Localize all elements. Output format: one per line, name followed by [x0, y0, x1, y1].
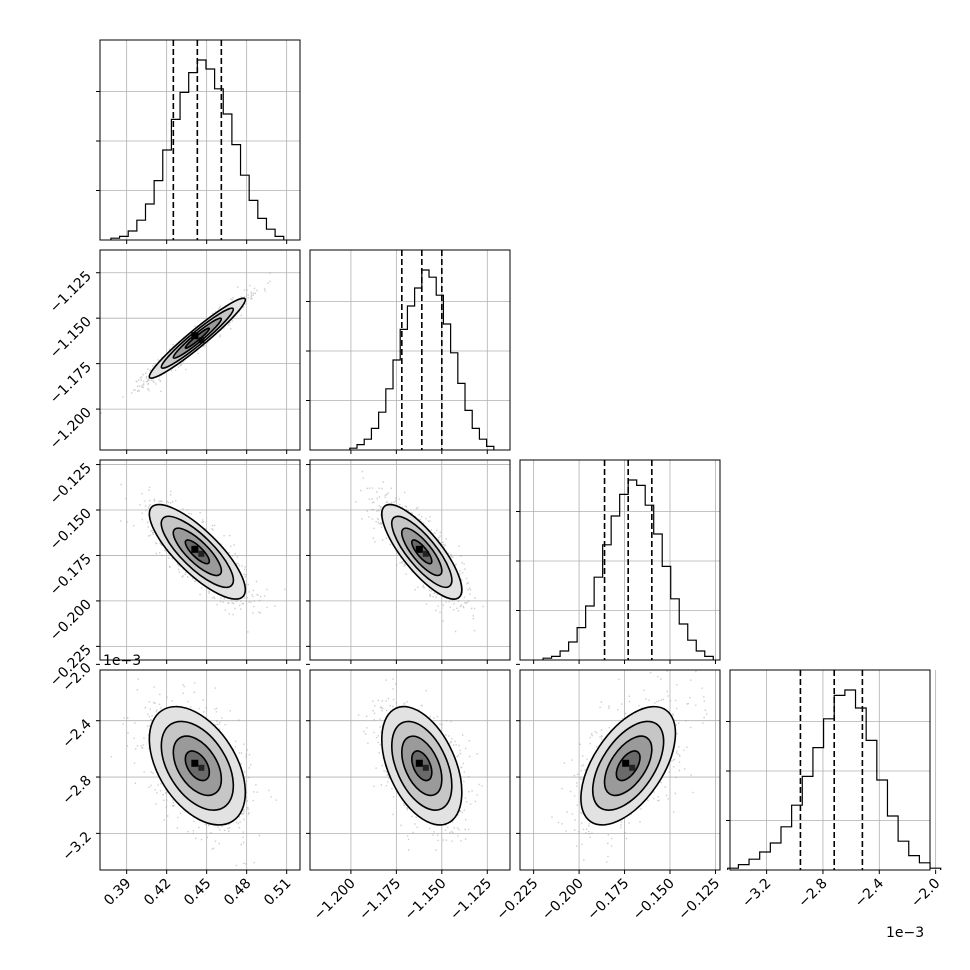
density-peak	[415, 545, 423, 553]
contour-0	[184, 750, 211, 782]
contour-2	[591, 720, 665, 811]
x-tick-label: −1.200	[311, 876, 359, 924]
contour-3	[580, 705, 677, 826]
density-peak	[622, 759, 630, 767]
density-peak	[198, 764, 205, 771]
y-tick-label: −0.175	[47, 551, 95, 599]
panel-frame	[519, 459, 721, 661]
panel-frame	[99, 669, 301, 871]
panel-frame	[309, 669, 511, 871]
x-tick-label: 0.45	[181, 876, 214, 909]
panel-frame	[309, 459, 511, 661]
contour-3	[381, 503, 463, 600]
density-peak	[422, 764, 429, 771]
density-peak	[191, 332, 199, 340]
panel-2-1	[96, 249, 301, 454]
panel-frame	[99, 249, 301, 451]
panel-3-2	[306, 459, 511, 664]
y-tick-label: −1.200	[47, 405, 95, 453]
x-tick-label: −2.8	[795, 876, 830, 911]
contour-1	[401, 527, 443, 577]
y-tick-label: −1.150	[47, 314, 95, 362]
panel-frame	[99, 39, 301, 241]
x-tick-label: −2.4	[852, 875, 887, 910]
contour-2	[391, 515, 453, 589]
density-peak	[422, 550, 429, 557]
contour-3	[148, 705, 247, 826]
panel-frame	[519, 669, 721, 871]
y-tick-label: −2.8	[59, 773, 94, 808]
col4-x-multiplier: 1e−3	[886, 925, 924, 941]
y-tick-label: −1.125	[47, 268, 95, 316]
contour-2	[160, 307, 235, 369]
y-tick-label: −3.2	[59, 829, 94, 864]
panel-4-3	[516, 663, 721, 874]
y-tick-label: −2.4	[59, 716, 94, 751]
contour-2	[160, 515, 235, 589]
contour-3	[148, 503, 247, 600]
contour-1	[401, 735, 443, 797]
panel-4-1	[96, 663, 301, 874]
row4-y-multiplier: 1e−3	[103, 653, 141, 669]
hist-panel-4	[726, 669, 942, 874]
x-tick-label: 0.51	[261, 876, 294, 909]
x-tick-label: −0.175	[584, 876, 632, 924]
y-tick-label: −0.150	[47, 506, 95, 554]
contour-1	[172, 735, 223, 797]
x-tick-label: −0.200	[539, 876, 587, 924]
x-tick-label: 0.48	[221, 876, 254, 909]
density-peak	[629, 764, 636, 771]
panel-4-2	[306, 663, 511, 874]
density-peak	[191, 759, 199, 767]
x-tick-label: −0.125	[675, 876, 723, 924]
contour-2	[391, 720, 453, 811]
contour-1	[172, 317, 223, 359]
contour-3	[148, 297, 247, 379]
y-tick-label: −0.200	[47, 596, 95, 644]
panel-frame	[729, 669, 931, 871]
y-tick-label: −1.175	[47, 359, 95, 407]
contour-3	[381, 705, 463, 826]
contour-1	[172, 527, 223, 577]
x-tick-label: −0.225	[494, 876, 542, 924]
contour-1	[603, 735, 653, 797]
x-tick-label: 0.39	[101, 876, 134, 909]
panel-frame	[309, 249, 511, 451]
x-tick-label: −1.175	[356, 876, 404, 924]
density-peak	[191, 545, 199, 553]
x-tick-label: −1.150	[402, 876, 450, 924]
contour-0	[615, 750, 641, 782]
y-tick-label: −0.125	[47, 460, 95, 508]
x-tick-label: −3.2	[739, 876, 774, 911]
x-tick-label: −2.0	[908, 876, 943, 911]
hist-panel-2	[306, 249, 511, 454]
contour-2	[160, 720, 235, 811]
contour-0	[184, 327, 211, 349]
contour-0	[184, 539, 211, 565]
x-tick-label: 0.42	[141, 876, 174, 909]
x-tick-label: −1.125	[447, 876, 495, 924]
contour-0	[411, 539, 433, 565]
panel-frame	[99, 459, 301, 661]
panel-3-1	[96, 459, 301, 664]
hist-panel-1	[96, 39, 301, 244]
x-tick-label: −0.150	[630, 876, 678, 924]
density-peak	[198, 550, 205, 557]
contour-0	[411, 750, 433, 782]
histogram-step	[110, 59, 285, 240]
density-peak	[415, 759, 423, 767]
hist-panel-3	[516, 459, 721, 664]
